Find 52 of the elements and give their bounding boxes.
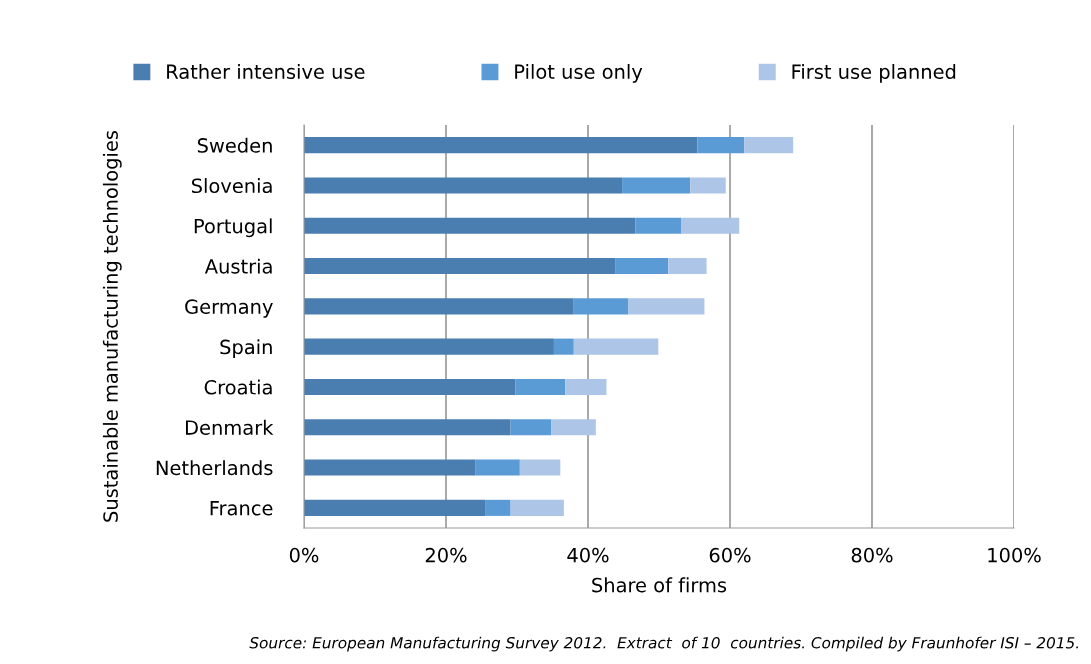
bar: [681, 217, 740, 234]
bar: [515, 378, 566, 396]
bar: [744, 137, 794, 154]
y-tick-label: Slovenia: [191, 178, 272, 194]
y-tick-label: Spain: [220, 339, 272, 359]
x-tick-label: 80%: [851, 547, 893, 563]
source-note: Source: European Manufacturing Survey 2012. Extract of 10 countries. Compiled by Fraunhofer ISI – 2015.: [249, 636, 1079, 652]
bar: [485, 499, 511, 516]
bar: [573, 338, 659, 355]
y-tick-label: Germany: [185, 299, 273, 318]
y-tick-label: Sweden: [197, 137, 272, 153]
bar: [551, 419, 596, 436]
bar: [304, 338, 554, 355]
bar: [615, 257, 669, 275]
y-tick-label: Croatia: [204, 379, 272, 395]
bar: [573, 298, 629, 315]
bar: [510, 419, 552, 436]
bar: [628, 298, 705, 315]
bar: [635, 217, 682, 234]
x-tick-label: 40%: [567, 547, 609, 563]
x-tick-label: 60%: [709, 547, 751, 563]
y-tick-label: Austria: [204, 258, 272, 274]
bar: [304, 137, 698, 154]
bar: [304, 499, 486, 516]
bar: [697, 137, 745, 154]
x-tick-label: 0%: [289, 547, 319, 563]
legend-label: Pilot use only: [515, 63, 643, 83]
legend-label: Rather intensive use: [167, 63, 365, 80]
legend-label: First use planned: [792, 63, 956, 83]
bar: [304, 217, 636, 234]
bar: [690, 177, 726, 194]
bar: [565, 378, 607, 396]
bar: [475, 459, 520, 476]
bar: [510, 499, 564, 516]
x-tick-label: 20%: [425, 547, 467, 563]
bar: [304, 298, 574, 315]
y-axis-title: Sustainable manufacturing technologies: [102, 130, 122, 522]
y-tick-label: France: [210, 501, 273, 516]
y-tick-label: Denmark: [185, 419, 274, 435]
x-tick-label: 100%: [988, 547, 1041, 563]
x-axis-title: Share of firms: [592, 577, 727, 593]
bar: [668, 257, 707, 275]
bar: [304, 459, 476, 476]
bar: [519, 459, 561, 476]
bar: [553, 338, 574, 355]
bar: [304, 257, 616, 275]
y-tick-label: Netherlands: [156, 460, 273, 476]
bar: [304, 419, 511, 436]
y-tick-label: Portugal: [194, 218, 272, 238]
bar: [304, 378, 516, 396]
bar: [622, 177, 691, 194]
bar: [304, 177, 623, 194]
